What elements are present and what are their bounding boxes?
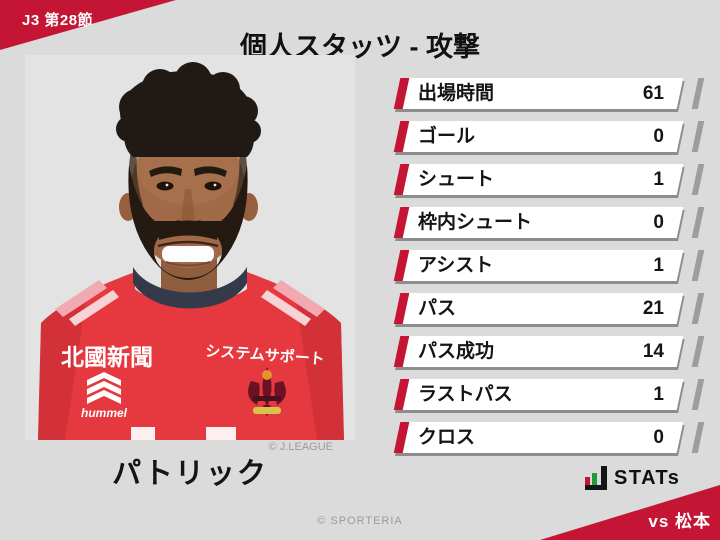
stat-row-slash <box>691 336 705 367</box>
stat-label: シュート <box>418 169 495 190</box>
stat-row: クロス 0 <box>392 422 710 457</box>
stat-label: アシスト <box>418 255 494 276</box>
hummel-logo-icon <box>87 372 121 404</box>
site-credit: © SPORTERIA <box>317 515 403 527</box>
stat-value: 1 <box>653 384 664 405</box>
stat-row-slash <box>691 78 705 109</box>
stat-label: クロス <box>418 427 476 448</box>
jersey-collar <box>133 267 247 309</box>
stat-row-slash <box>691 250 705 281</box>
shoulder-chevrons <box>55 280 325 326</box>
stat-value: 61 <box>642 83 664 104</box>
photo-credit: © J.LEAGUE <box>268 441 333 453</box>
stat-row: アシスト 1 <box>392 250 710 285</box>
opponent-label: vs 松本 <box>648 512 711 531</box>
stat-row: ゴール 0 <box>392 121 710 156</box>
player-name: パトリック <box>112 458 268 490</box>
stat-label: 出場時間 <box>418 83 495 104</box>
stats-logo-text: STATs <box>614 466 681 489</box>
stat-value: 0 <box>653 212 664 233</box>
stat-row-slash <box>691 121 705 152</box>
stat-value: 0 <box>653 427 664 448</box>
player-photo: 北國新聞 システムサポート hummel <box>25 55 355 440</box>
stat-value: 14 <box>642 341 664 362</box>
jersey-number-fragment <box>206 427 236 440</box>
stat-label: ラストパス <box>418 384 513 405</box>
stat-row-slash <box>691 207 705 238</box>
stat-row-slash <box>691 422 705 453</box>
stat-label: パス <box>418 298 457 319</box>
stat-row: シュート 1 <box>392 164 710 199</box>
player-hair <box>116 62 261 157</box>
stat-label: 枠内シュート <box>418 212 533 233</box>
stat-row: 出場時間 61 <box>392 78 710 113</box>
stat-label: ゴール <box>418 126 476 147</box>
jersey-number-fragment <box>131 427 155 440</box>
club-crest-icon <box>248 367 286 417</box>
stat-value: 21 <box>642 298 664 319</box>
stat-row: 枠内シュート 0 <box>392 207 710 242</box>
stat-row-slash <box>691 164 705 195</box>
stat-row: パス成功 14 <box>392 336 710 371</box>
stats-list: 出場時間 61 ゴール 0 シュート 1 枠内シュート 0 アシスト 1 パス … <box>392 78 710 457</box>
stat-row: ラストパス 1 <box>392 379 710 414</box>
stat-value: 0 <box>653 126 664 147</box>
round-badge: J3 第28節 <box>22 12 94 29</box>
player-photo-illustration: 北國新聞 システムサポート hummel <box>25 55 355 440</box>
player-smile <box>162 246 214 262</box>
stat-row: パス 21 <box>392 293 710 328</box>
stats-logo: STATs <box>585 466 680 490</box>
stat-value: 1 <box>653 169 664 190</box>
jersey-brand-label: hummel <box>81 406 128 420</box>
stat-value: 1 <box>653 255 664 276</box>
bar-chart-icon <box>585 466 607 490</box>
stat-row-slash <box>691 379 705 410</box>
stat-row-slash <box>691 293 705 324</box>
jersey-sponsor-left: 北國新聞 <box>61 344 153 370</box>
stat-label: パス成功 <box>418 341 495 362</box>
